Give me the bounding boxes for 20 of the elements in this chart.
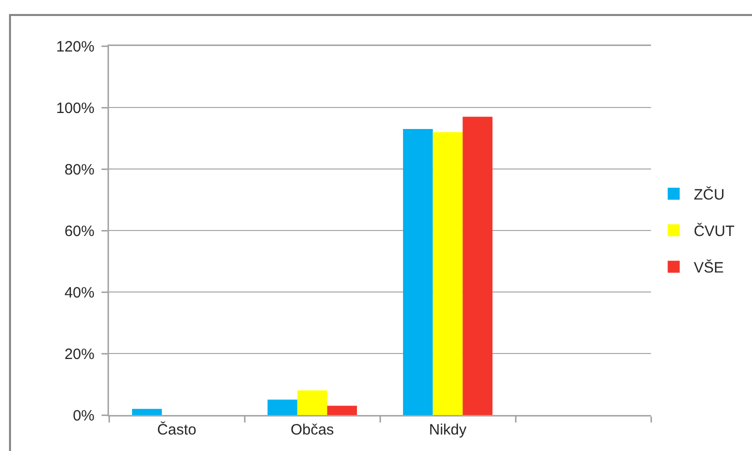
- y-tick-label: 120%: [56, 38, 94, 56]
- y-tick-label: 40%: [64, 284, 94, 302]
- bar: [268, 400, 298, 415]
- bar: [297, 390, 328, 415]
- x-tick-label: Nikdy: [428, 422, 467, 438]
- legend-label: ČVUT: [694, 222, 735, 240]
- bar: [432, 132, 463, 415]
- y-tick-label: 60%: [64, 222, 94, 240]
- x-tick-label: Občas: [290, 422, 334, 438]
- bar: [132, 408, 162, 415]
- bar: [403, 129, 433, 415]
- legend-label: VŠE: [694, 258, 724, 277]
- y-tick-label: 100%: [56, 100, 94, 117]
- y-tick-label: 20%: [64, 346, 94, 363]
- x-tick-label: Často: [157, 420, 196, 438]
- bar: [327, 406, 357, 415]
- y-tick-label: 80%: [64, 161, 94, 178]
- bar: [462, 116, 492, 415]
- y-tick-label: 0%: [72, 407, 94, 424]
- legend-label: ZČU: [694, 186, 725, 204]
